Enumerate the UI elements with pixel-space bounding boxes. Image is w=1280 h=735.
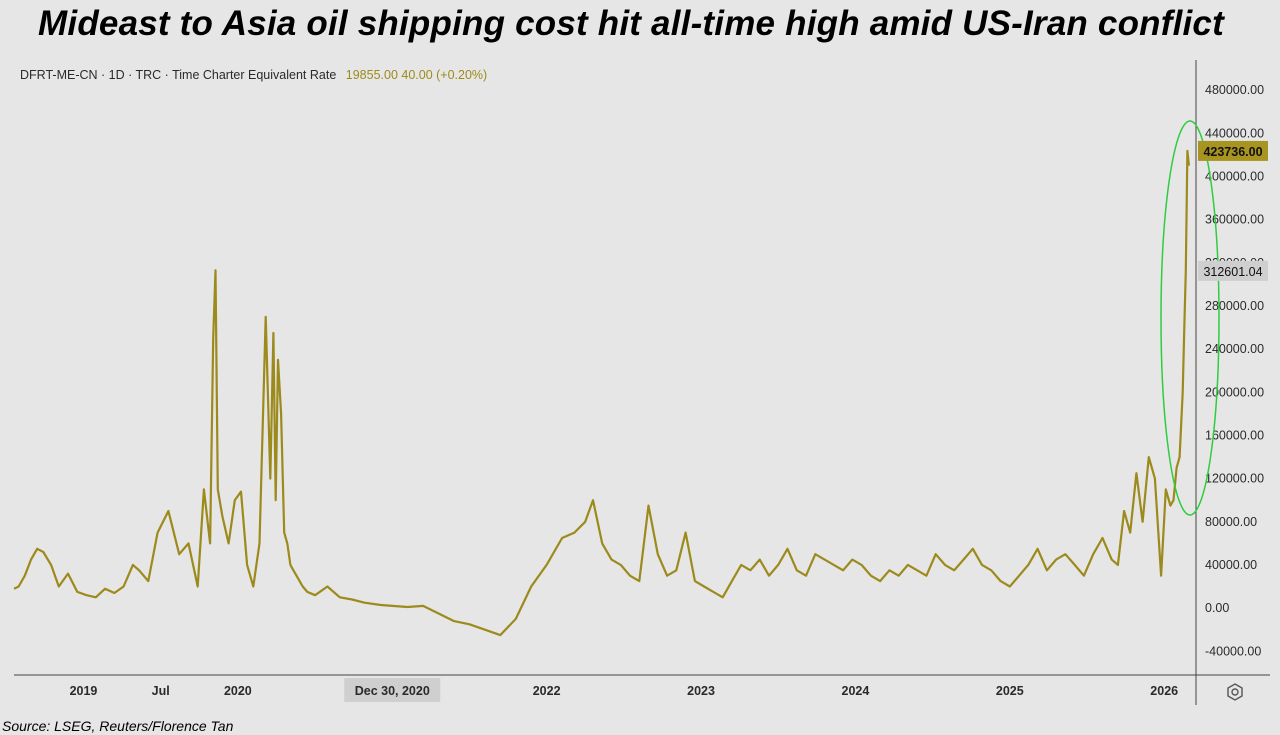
series-group [13, 149, 1190, 637]
chart-legend: DFRT-ME-CN · 1D · TRC · Time Charter Equ… [20, 68, 487, 82]
y-tick-label: 240000.00 [1205, 342, 1264, 356]
legend-values: 19855.00 40.00 (+0.20%) [345, 68, 488, 82]
y-tick-label: 480000.00 [1205, 83, 1264, 97]
series-line [13, 149, 1190, 637]
highlight-group [1160, 120, 1220, 516]
x-tick-label: 2026 [1150, 684, 1178, 698]
source-note: Source: LSEG, Reuters/Florence Tan [2, 718, 234, 734]
y-tick-label: 80000.00 [1205, 515, 1257, 529]
y-tick-label: 280000.00 [1205, 299, 1264, 313]
crosshair-price-label: 312601.04 [1203, 265, 1262, 279]
y-tick-label: 200000.00 [1205, 385, 1264, 399]
y-axis: 480000.00440000.00400000.00360000.003200… [1205, 83, 1264, 658]
crosshair-label: Dec 30, 2020 [344, 678, 441, 702]
crosshair-date-label: Dec 30, 2020 [355, 684, 430, 698]
crosshair-date-box [344, 678, 441, 702]
last-price-box [1198, 140, 1268, 161]
gear-icon[interactable] [1225, 682, 1245, 702]
y-tick-label: 0.00 [1205, 601, 1229, 615]
x-tick-label: 2022 [533, 684, 561, 698]
highlight-ellipse [1160, 120, 1220, 516]
x-tick-label: 2025 [996, 684, 1024, 698]
y-tick-label: 160000.00 [1205, 428, 1264, 442]
y-tick-label: 400000.00 [1205, 170, 1264, 184]
y-tick-label: -40000.00 [1205, 644, 1261, 658]
x-tick-label: 2023 [687, 684, 715, 698]
last-price-label: 423736.00 [1203, 145, 1262, 159]
legend-symbol: DFRT-ME-CN · 1D · TRC · Time Charter Equ… [20, 68, 337, 82]
x-axis: 2019 Jul 2020 2022 2023 2024 2025 2026 [70, 684, 1179, 698]
crosshair-price-box [1198, 260, 1268, 281]
y-tick-label: 360000.00 [1205, 213, 1264, 227]
x-tick-label: 2024 [842, 684, 870, 698]
price-labels: 423736.00 312601.04 [1198, 140, 1268, 281]
x-tick-label: 2019 [70, 684, 98, 698]
x-tick-label: Jul [152, 684, 170, 698]
y-tick-label: 440000.00 [1205, 126, 1264, 140]
y-tick-label: 120000.00 [1205, 472, 1264, 486]
chart-title: Mideast to Asia oil shipping cost hit al… [38, 4, 1224, 43]
x-tick-label: 2020 [224, 684, 252, 698]
y-tick-label: 40000.00 [1205, 558, 1257, 572]
